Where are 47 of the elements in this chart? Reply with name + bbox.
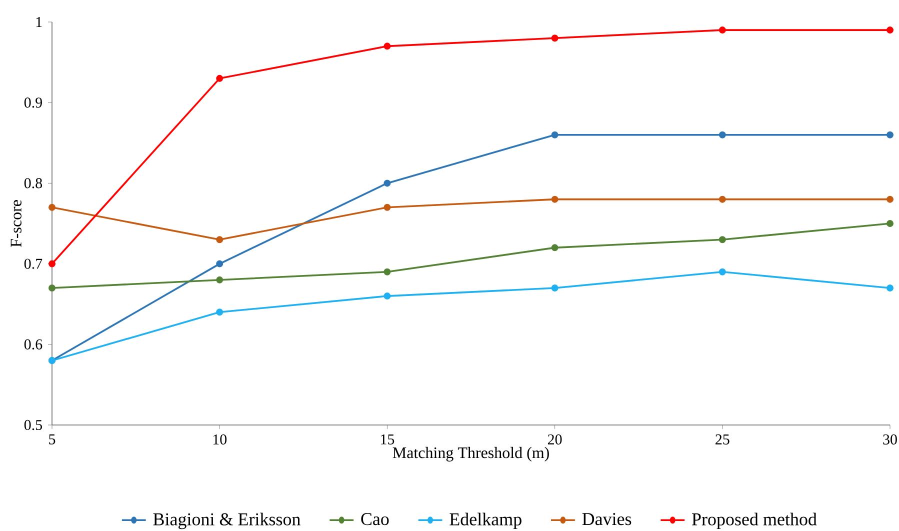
x-tick-label: 10 xyxy=(213,434,227,445)
point xyxy=(886,220,894,227)
point xyxy=(551,131,558,138)
y-tick-label: 1 xyxy=(36,17,42,27)
point xyxy=(48,260,56,268)
point xyxy=(886,131,894,138)
y-axis-title: F-score xyxy=(10,200,22,248)
point xyxy=(48,204,56,211)
point xyxy=(48,284,56,292)
legend-label: Biagioni & Eriksson xyxy=(153,512,300,530)
x-tick-label: 25 xyxy=(716,434,730,444)
y-tick-label: 0.8 xyxy=(24,178,42,188)
point xyxy=(384,268,391,276)
point xyxy=(551,196,558,203)
point xyxy=(886,26,894,34)
point xyxy=(718,268,726,276)
point xyxy=(886,196,894,203)
point xyxy=(216,260,224,268)
point xyxy=(718,236,726,244)
x-tick-label: 30 xyxy=(883,434,897,445)
y-tick-label: 0.6 xyxy=(24,339,42,350)
point xyxy=(216,236,224,244)
x-tick-label: 15 xyxy=(381,434,394,444)
y-tick-label: 0.7 xyxy=(24,258,42,269)
x-tick-label: 20 xyxy=(548,434,562,445)
point xyxy=(551,284,558,292)
point xyxy=(216,308,224,316)
y-tick-label: 0.5 xyxy=(24,420,42,430)
point xyxy=(216,74,224,82)
legend-label: Edelkamp xyxy=(450,512,522,530)
point xyxy=(886,284,894,292)
x-tick-label: 5 xyxy=(49,434,56,444)
point xyxy=(718,26,726,34)
point xyxy=(216,276,224,284)
point xyxy=(551,34,558,42)
legend-label: Cao xyxy=(361,513,389,526)
x-axis-title: Matching Threshold (m) xyxy=(392,446,549,462)
legend-label: Proposed method xyxy=(692,512,817,530)
point xyxy=(551,244,558,252)
y-tick-label: 0.9 xyxy=(24,98,42,108)
point xyxy=(384,180,391,187)
point xyxy=(384,204,391,211)
point xyxy=(384,292,391,300)
point xyxy=(718,196,726,203)
legend-label: Davies xyxy=(582,513,632,526)
point xyxy=(384,42,391,50)
point xyxy=(718,131,726,138)
